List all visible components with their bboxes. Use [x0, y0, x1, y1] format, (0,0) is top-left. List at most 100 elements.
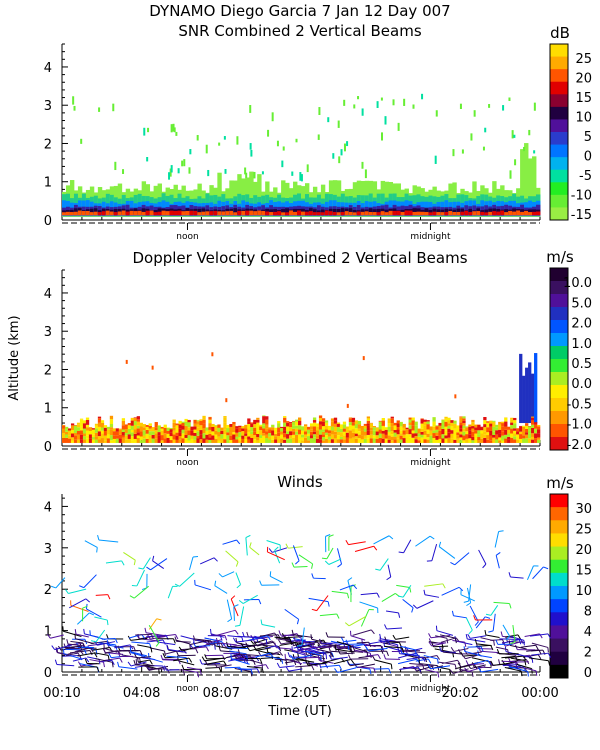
- winds-barb: [175, 639, 190, 645]
- winds-barb: [70, 604, 89, 612]
- doppler-cell: [298, 439, 302, 443]
- doppler-cell: [516, 439, 520, 443]
- snr-echo-speck: [253, 171, 256, 179]
- winds-barb-flag: [133, 560, 136, 566]
- snr-cell: [380, 211, 386, 216]
- doppler-cell: [366, 434, 371, 439]
- winds-barb: [290, 639, 306, 642]
- snr-colorbar-segment: [550, 144, 568, 158]
- winds-barb: [526, 649, 539, 652]
- winds-barb-flag: [464, 667, 468, 672]
- snr-panel-title: SNR Combined 2 Vertical Beams: [178, 22, 422, 40]
- doppler-cell: [501, 440, 505, 443]
- doppler-cell: [399, 422, 403, 427]
- winds-barb: [347, 643, 363, 645]
- snr-echo-speck: [502, 105, 505, 111]
- winds-barb: [531, 652, 549, 656]
- doppler-cell: [175, 423, 179, 426]
- winds-barb-flag: [397, 648, 401, 654]
- doppler-cell: [420, 437, 424, 443]
- doppler-cell: [82, 428, 87, 434]
- doppler-cell: [169, 427, 173, 430]
- winds-barb-flag: [429, 535, 435, 540]
- doppler-cell: [432, 426, 436, 431]
- doppler-cell: [103, 435, 108, 441]
- snr-colorbar-label: 10: [575, 110, 592, 125]
- doppler-cell: [366, 423, 371, 426]
- winds-barb: [148, 657, 163, 663]
- snr-cell: [161, 210, 166, 216]
- winds-barb-flag: [337, 649, 341, 655]
- doppler-cell: [312, 431, 317, 435]
- doppler-cell: [280, 434, 284, 439]
- doppler-cell: [82, 423, 87, 429]
- doppler-cell: [187, 419, 191, 423]
- winds-barb-flag: [97, 535, 100, 541]
- doppler-cell: [223, 422, 227, 427]
- doppler-cell: [265, 438, 269, 443]
- doppler-cell: [151, 427, 155, 432]
- winds-barb-flag: [89, 647, 94, 653]
- doppler-cell: [348, 422, 353, 426]
- doppler-colorbar-label: 5.0: [571, 296, 592, 311]
- winds-barb-flag: [147, 634, 151, 640]
- winds-barb-flag: [341, 657, 345, 663]
- doppler-cell: [321, 431, 326, 435]
- winds-barb-flag: [218, 573, 223, 578]
- snr-cell: [285, 212, 290, 216]
- doppler-cell: [157, 432, 161, 436]
- doppler-cell: [163, 433, 167, 439]
- snr-echo-speck: [98, 107, 101, 112]
- doppler-cell: [315, 430, 320, 436]
- doppler-cell: [381, 418, 385, 421]
- winds-barb: [359, 601, 378, 609]
- winds-barb: [301, 627, 305, 646]
- winds-barb: [135, 664, 155, 667]
- doppler-cell: [112, 435, 117, 439]
- doppler-cell: [303, 424, 308, 427]
- doppler-cell: [348, 417, 353, 419]
- doppler-cell: [298, 425, 302, 430]
- winds-barb: [515, 663, 532, 670]
- winds-barb-flag: [129, 595, 135, 599]
- winds-barb: [378, 639, 398, 646]
- doppler-cell: [318, 434, 323, 440]
- doppler-cell: [166, 428, 170, 431]
- snr-cell: [308, 211, 314, 216]
- doppler-cell: [378, 421, 382, 425]
- winds-barb: [400, 645, 416, 651]
- doppler-cell: [259, 424, 263, 427]
- winds-barb-flag: [232, 637, 237, 643]
- doppler-cell: [438, 438, 442, 443]
- snr-echo-speck: [224, 169, 227, 174]
- doppler-cell: [88, 431, 93, 435]
- winds-barb-flag: [428, 633, 432, 639]
- snr-cell: [62, 212, 67, 216]
- winds-barb-flag: [250, 669, 254, 675]
- winds-barb-flag: [427, 664, 431, 670]
- doppler-cell: [181, 433, 185, 439]
- snr-echo-speck: [276, 140, 279, 147]
- winds-barb: [510, 657, 525, 662]
- winds-colorbar-unit: m/s: [546, 474, 574, 492]
- winds-barb-flag: [150, 634, 154, 640]
- winds-barb: [65, 652, 79, 656]
- winds-barb: [298, 643, 315, 649]
- winds-barb-flag: [496, 648, 500, 655]
- snr-echo-speck: [169, 168, 172, 177]
- snr-cell: [404, 210, 409, 216]
- doppler-cell: [181, 421, 185, 423]
- doppler-cell: [351, 422, 356, 426]
- winds-barb-flag: [277, 634, 281, 640]
- winds-barb: [298, 646, 316, 652]
- doppler-cell: [498, 437, 502, 441]
- winds-barb-flag: [74, 629, 77, 635]
- doppler-cell: [76, 434, 81, 440]
- snr-cell: [301, 208, 306, 215]
- snr-colorbar-segment: [550, 169, 568, 183]
- snr-cell: [201, 208, 206, 215]
- winds-barb-flag: [239, 667, 243, 673]
- doppler-cell: [136, 425, 140, 429]
- winds-barb-flag: [537, 654, 542, 660]
- doppler-cell: [324, 432, 329, 436]
